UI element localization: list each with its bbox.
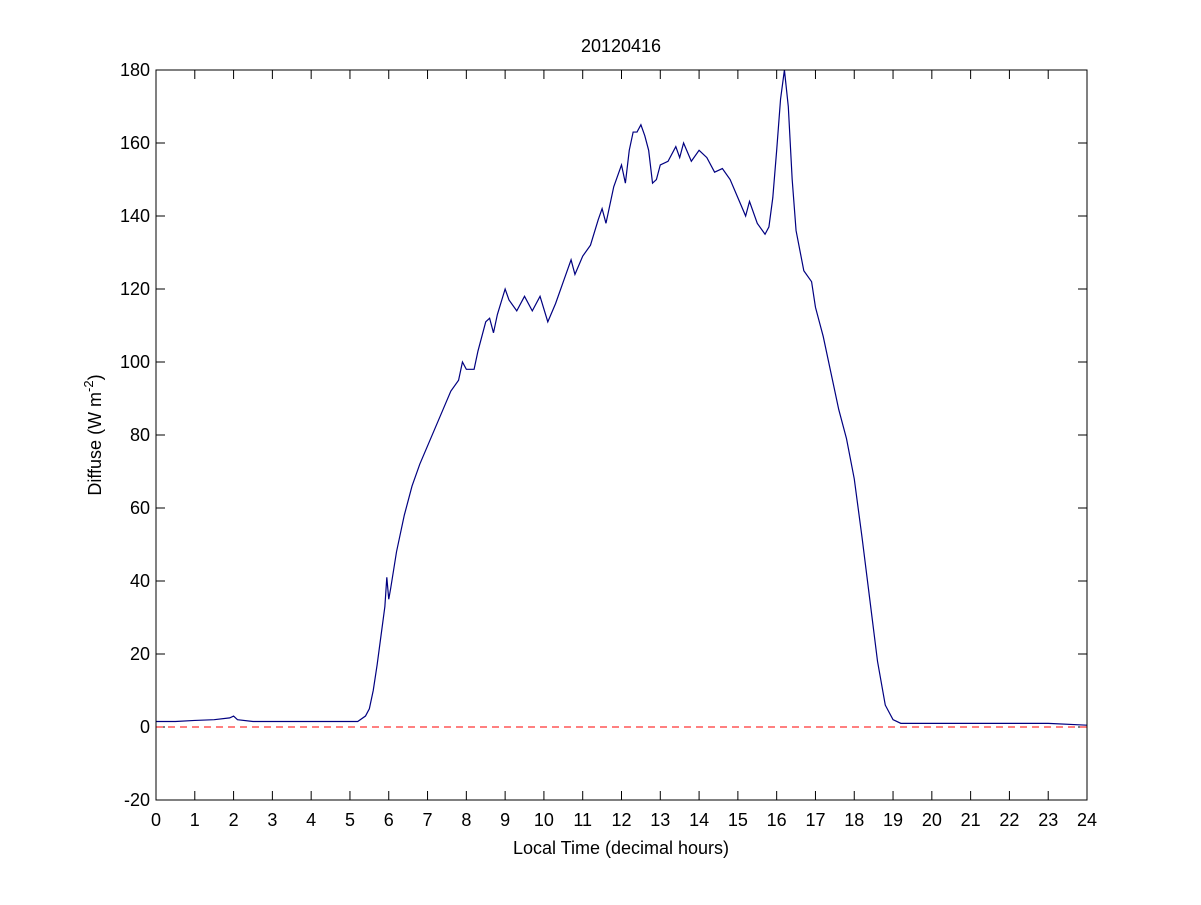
y-axis-label: Diffuse (W m-2) <box>81 374 105 495</box>
x-tick-label: 14 <box>689 810 709 830</box>
x-axis-label: Local Time (decimal hours) <box>513 838 729 858</box>
x-tick-label: 16 <box>767 810 787 830</box>
x-tick-label: 4 <box>306 810 316 830</box>
plot-frame <box>155 69 1088 801</box>
y-tick-label: -20 <box>124 790 150 810</box>
y-tick-label: 60 <box>130 498 150 518</box>
x-tick-label: 17 <box>805 810 825 830</box>
x-tick-label: 23 <box>1038 810 1058 830</box>
y-tick-label: 20 <box>130 644 150 664</box>
x-tick-label: 21 <box>961 810 981 830</box>
x-tick-label: 19 <box>883 810 903 830</box>
y-tick-label: 40 <box>130 571 150 591</box>
x-tick-label: 18 <box>844 810 864 830</box>
x-tick-label: 8 <box>461 810 471 830</box>
x-tick-label: 5 <box>345 810 355 830</box>
y-axis-label-main: Diffuse (W m <box>85 392 105 496</box>
y-tick-label: 180 <box>120 60 150 80</box>
x-tick-label: 9 <box>500 810 510 830</box>
y-tick-label: 0 <box>140 717 150 737</box>
y-axis-label-superscript: -2 <box>81 380 96 392</box>
chart-title: 20120416 <box>581 36 661 56</box>
x-tick-label: 20 <box>922 810 942 830</box>
x-tick-label: 15 <box>728 810 748 830</box>
x-tick-label: 1 <box>190 810 200 830</box>
data-line <box>156 69 1088 726</box>
y-tick-label: 120 <box>120 279 150 299</box>
x-tick-label: 6 <box>384 810 394 830</box>
x-tick-label: 10 <box>534 810 554 830</box>
x-tick-label: 0 <box>151 810 161 830</box>
y-tick-label: 80 <box>130 425 150 445</box>
x-tick-label: 24 <box>1077 810 1097 830</box>
x-tick-label: 11 <box>573 810 592 830</box>
y-tick-label: 160 <box>120 133 150 153</box>
x-tick-label: 7 <box>423 810 433 830</box>
y-axis-label-end: ) <box>85 374 105 380</box>
x-tick-label: 3 <box>267 810 277 830</box>
y-tick-label: 140 <box>120 206 150 226</box>
x-tick-label: 2 <box>229 810 239 830</box>
x-tick-label: 12 <box>611 810 631 830</box>
y-tick-label: 100 <box>120 352 150 372</box>
x-tick-label: 22 <box>999 810 1019 830</box>
x-tick-label: 13 <box>650 810 670 830</box>
